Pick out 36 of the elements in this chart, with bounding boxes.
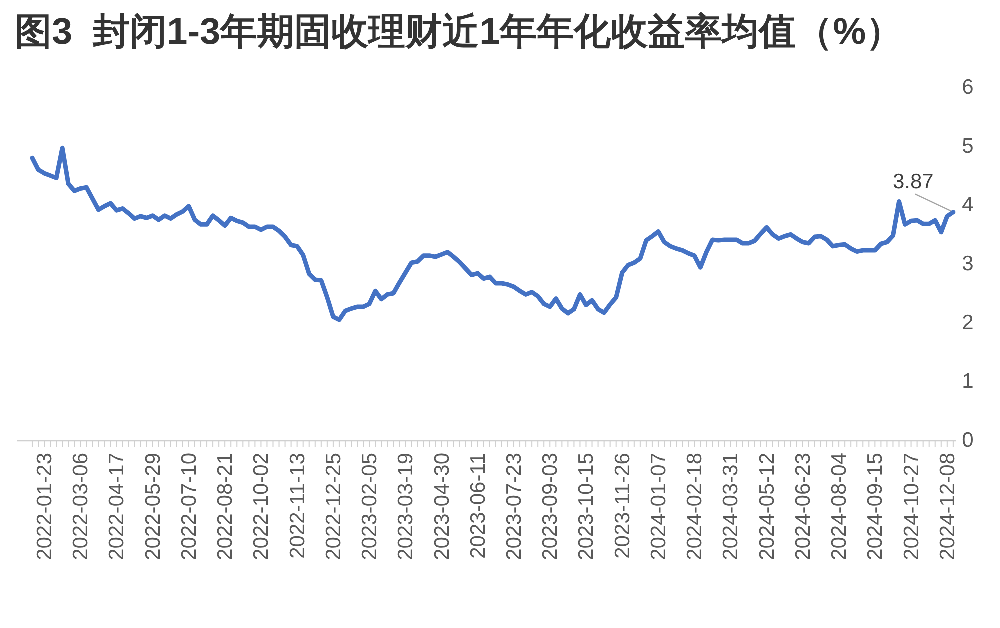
x-tick-label: 2022-04-17 [106,453,129,560]
chart-title: 图3 封闭1-3年期固收理财近1年年化收益率均值（%） [15,11,904,52]
x-tick-label: 2022-08-21 [214,453,238,560]
x-tick-label: 2022-11-13 [286,453,310,559]
x-tick-label: 2022-12-25 [322,453,346,560]
x-tick-label: 2023-04-30 [430,453,454,560]
x-tick-label: 2023-09-03 [539,453,562,560]
x-tick-label: 2024-10-27 [900,453,924,560]
y-tick-label: 4 [962,194,974,217]
x-tick-label: 2023-10-15 [575,453,598,560]
x-tick-label: 2024-12-08 [936,453,960,560]
x-tick-label: 2023-02-05 [358,453,382,560]
x-tick-label: 2022-07-10 [178,453,201,560]
x-tick-label: 2022-10-02 [250,453,274,560]
line-series [30,146,956,322]
x-tick-label: 2024-03-31 [720,453,743,560]
x-tick-label: 2023-07-23 [503,453,526,560]
y-tick-label: 1 [962,370,974,394]
x-tick-label: 2024-06-23 [792,453,815,560]
x-tick-label: 2023-06-11 [466,453,490,559]
x-tick-label: 2024-05-12 [756,453,779,560]
x-tick-label: 2023-03-19 [394,453,418,560]
y-tick-label: 3 [962,252,974,276]
x-tick-label: 2022-03-06 [70,453,93,560]
y-tick-label: 6 [962,76,974,99]
y-tick-label: 5 [962,134,974,158]
x-tick-label: 2024-02-18 [684,453,707,560]
y-tick-label: 2 [962,311,974,334]
x-tick-label: 2022-05-29 [142,453,165,560]
x-tick-label: 2023-11-26 [611,453,634,559]
x-tick-label: 2024-08-04 [828,452,852,560]
x-tick-label: 2024-09-15 [864,453,888,560]
y-tick-label: 0 [962,429,974,452]
x-tick-label: 2024-01-07 [647,453,670,560]
annotation: 3.87 [892,170,934,194]
x-tick-label: 2022-01-23 [34,453,57,560]
